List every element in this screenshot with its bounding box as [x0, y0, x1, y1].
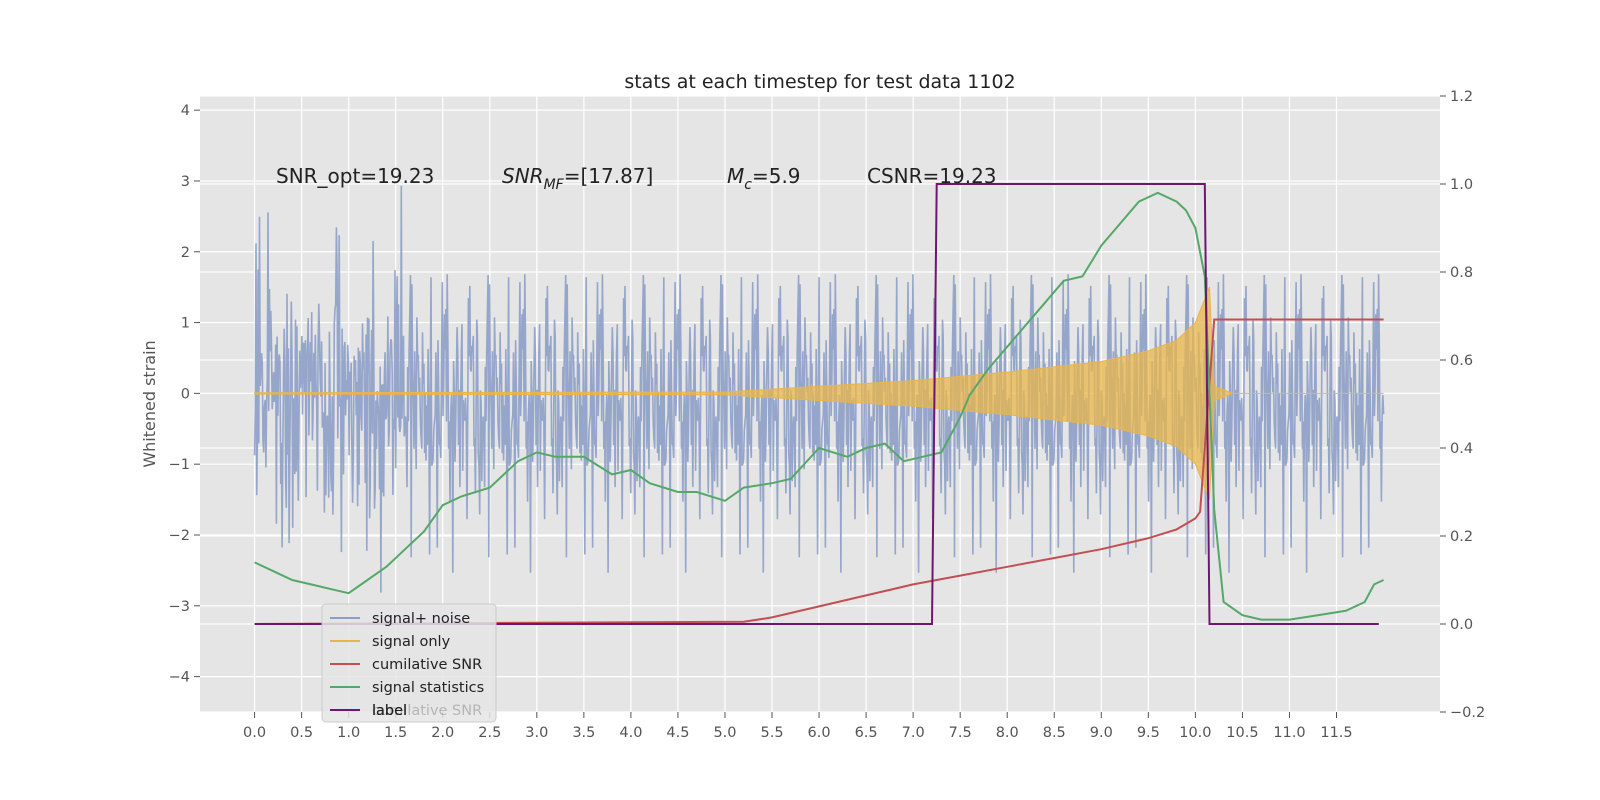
- y-tick-label: −4: [169, 670, 190, 686]
- x-tick-label: 2.5: [478, 725, 501, 741]
- annotation-mc: Mc=5.9: [727, 164, 801, 193]
- y2-tick-label: 0.0: [1450, 617, 1473, 633]
- y-tick-label: 4: [181, 103, 190, 119]
- x-tick-label: 10.5: [1226, 725, 1258, 741]
- y2-tick-label: 1.0: [1450, 177, 1473, 193]
- y-tick-label: −2: [169, 528, 190, 544]
- annotation-snr-mf: SNRMF=[17.87]: [502, 164, 653, 193]
- y2-tick-label: 0.4: [1450, 441, 1473, 457]
- x-tick-label: 2.0: [431, 725, 454, 741]
- legend-label: label: [372, 703, 407, 719]
- y2-tick-label: 1.2: [1450, 89, 1473, 105]
- y-tick-label: 1: [181, 316, 190, 332]
- series-signal-only: [254, 287, 1384, 500]
- x-tick-label: 4.5: [666, 725, 689, 741]
- y2-tick-label: 0.2: [1450, 529, 1473, 545]
- x-tick-label: 1.5: [384, 725, 407, 741]
- series-cumulative-snr: [254, 318, 1384, 625]
- x-tick-label: 4.0: [619, 725, 642, 741]
- legend-label: signal only: [372, 634, 451, 650]
- x-tick-label: 9.5: [1137, 725, 1160, 741]
- y2-tick-label: 0.6: [1450, 353, 1473, 369]
- x-tick-label: 9.0: [1090, 725, 1113, 741]
- series-label: [254, 183, 1379, 625]
- x-tick-label: 8.5: [1043, 725, 1066, 741]
- legend-box: [321, 603, 497, 723]
- legend-label: signal+ noise: [372, 611, 470, 627]
- y-tick-label: 3: [181, 174, 190, 190]
- axes: 0.0 0.5 1.0 1.5 2.0 2.5 3.0 3.5 4.0 4.5 5.0 5.5 6.0 6…: [169, 89, 1486, 741]
- x-tick-label: 11.5: [1320, 725, 1352, 741]
- y-tick-label: −3: [169, 599, 190, 615]
- y-tick-label: 2: [181, 245, 190, 261]
- y2-tick-label: −0.2: [1450, 705, 1485, 721]
- series-signal-statistics: [254, 191, 1385, 621]
- legend-label: label: [372, 703, 407, 719]
- annotation-csnr: CSNR=19.23: [867, 164, 997, 188]
- y-tick-label: −1: [169, 457, 190, 473]
- legend-label: signal statistics: [372, 680, 484, 696]
- x-tick-label: 7.5: [949, 725, 972, 741]
- x-tick-label: 1.0: [337, 725, 360, 741]
- x-tick-label: 7.0: [902, 725, 925, 741]
- annotation-snr-opt: SNR_opt=19.23: [276, 164, 434, 188]
- y-tick-label: 0: [181, 386, 190, 402]
- x-tick-label: 11.0: [1273, 725, 1305, 741]
- x-tick-label: 0.5: [290, 725, 313, 741]
- legend-ghost-text: cumilative SNR: [372, 703, 482, 719]
- legend-label: cumilative SNR: [372, 657, 482, 673]
- y-axis-label: Whitened strain: [140, 340, 159, 467]
- x-tick-label: 3.5: [572, 725, 595, 741]
- x-tick-label: 3.0: [525, 725, 548, 741]
- x-tick-label: 0.0: [243, 725, 266, 741]
- x-tick-label: 6.5: [855, 725, 878, 741]
- x-tick-label: 5.0: [713, 725, 736, 741]
- chart-title: stats at each timestep for test data 110…: [624, 71, 1015, 93]
- x-tick-label: 8.0: [996, 725, 1019, 741]
- y2-tick-label: 0.8: [1450, 265, 1473, 281]
- x-tick-label: 6.0: [808, 725, 831, 741]
- legend: signal+ noise signal only cumilative SNR si…: [321, 603, 497, 723]
- x-tick-label: 5.5: [760, 725, 783, 741]
- x-tick-label: 10.0: [1179, 725, 1211, 741]
- chart-marks: [253, 183, 1385, 625]
